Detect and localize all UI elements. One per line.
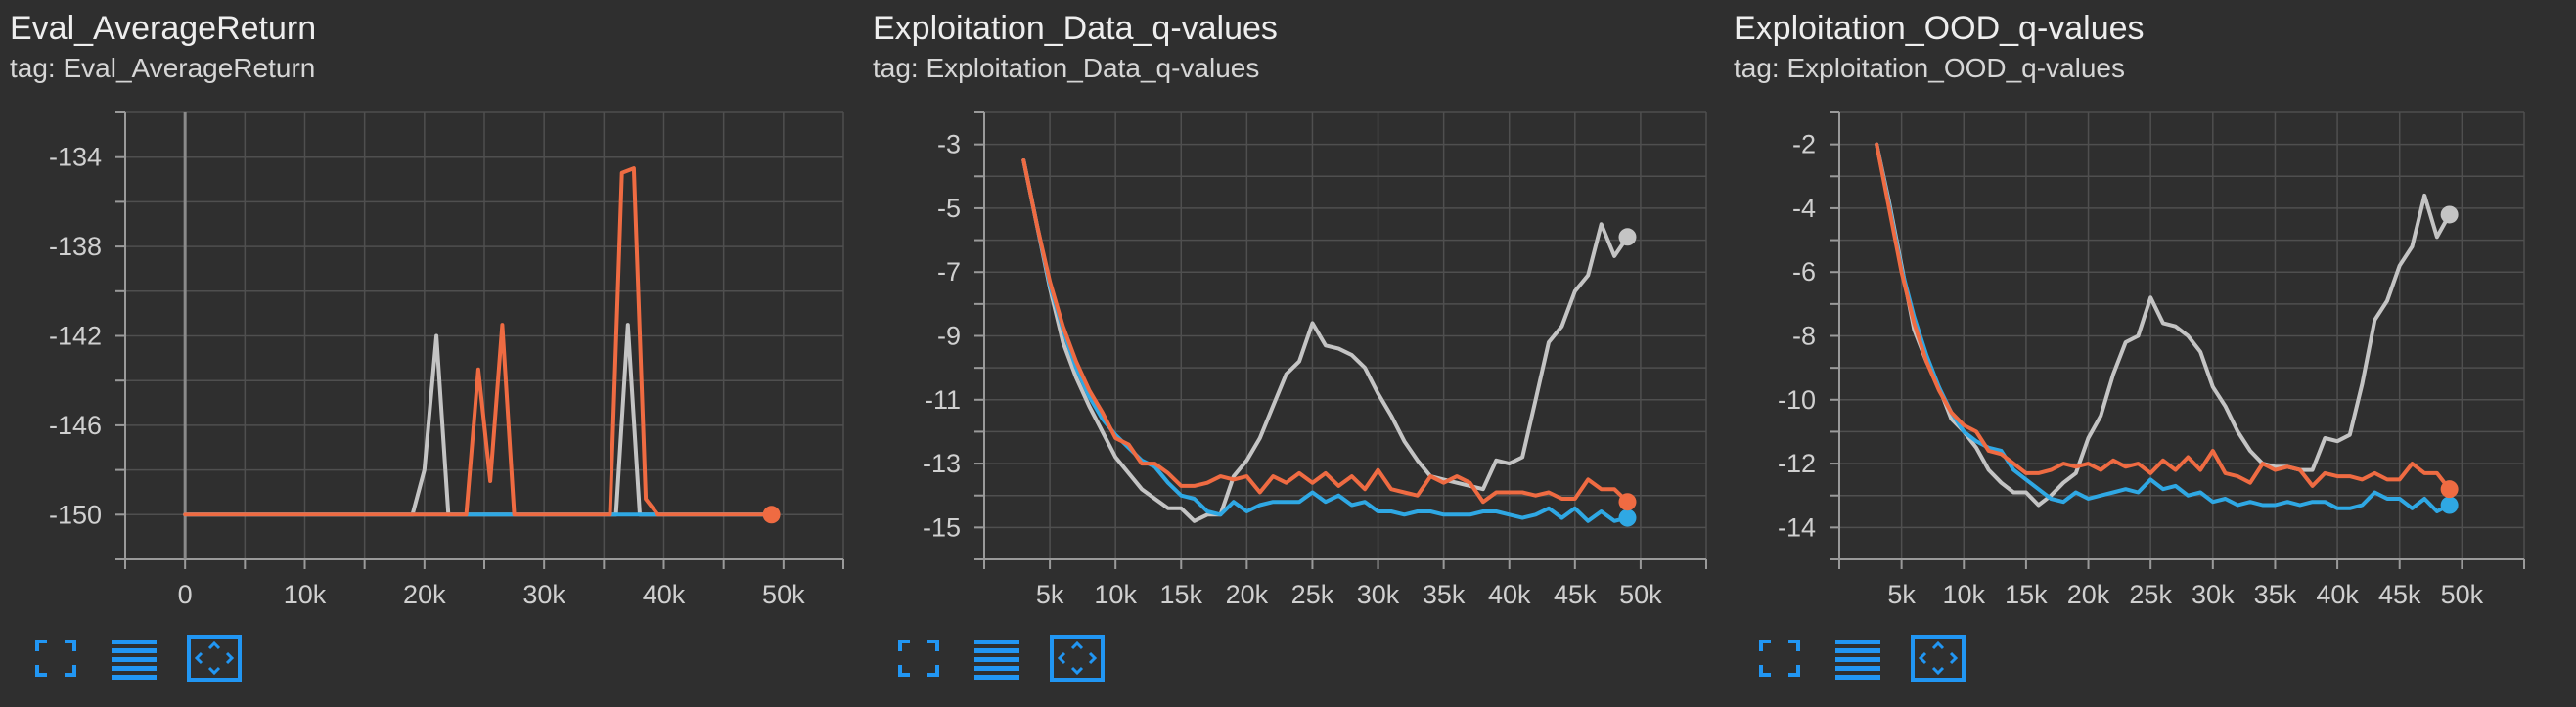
fit-domain-icon (187, 635, 242, 682)
fit-domain-icon (1911, 635, 1966, 682)
fullscreen-button[interactable] (892, 634, 945, 683)
y-tick-label: -13 (923, 449, 961, 478)
y-tick-label: -15 (923, 512, 961, 542)
series-line-1 (1875, 142, 2452, 513)
x-tick-label: 20k (2067, 580, 2110, 609)
x-tick-label: 10k (1942, 580, 1985, 609)
x-tick-label: 5k (1036, 580, 1064, 609)
x-tick-label: 20k (1226, 580, 1269, 609)
x-tick-label: 40k (1488, 580, 1531, 609)
y-tick-label: -5 (937, 194, 961, 223)
x-tick-label: 0 (178, 580, 193, 609)
series-end-marker-2[interactable] (1618, 493, 1637, 511)
series-line-0 (1021, 158, 1630, 523)
y-tick-label: -6 (1792, 257, 1816, 287)
series-end-marker-1[interactable] (2440, 496, 2459, 514)
y-tick-label: -134 (49, 143, 102, 172)
x-tick-label: 15k (1159, 580, 1202, 609)
x-tick-label: 25k (1291, 580, 1334, 609)
x-tick-label: 5k (1887, 580, 1916, 609)
x-tick-label: 50k (762, 580, 805, 609)
series-line-2 (1875, 142, 2452, 492)
line-chart-exploitation-data-q-values[interactable]: 5k 10k 15k 20k 25k 30k 35k 40k 45k 50k -15 -13 -11 -9… (863, 0, 1722, 626)
chart-title: Eval_AverageReturn (10, 10, 317, 47)
grid-lines (983, 111, 1707, 560)
y-tick-label: -12 (1778, 449, 1816, 478)
y-tick-label: -9 (937, 322, 961, 351)
x-tick-label: 45k (1554, 580, 1597, 609)
series-line-2 (183, 166, 774, 517)
x-tick-label: 10k (284, 580, 327, 609)
series-line-1 (1021, 158, 1630, 523)
fit-domain-button[interactable] (1049, 634, 1105, 683)
x-tick-label: 30k (522, 580, 565, 609)
chart-card-eval-average-return: Eval_AverageReturn tag: Eval_AverageRetu… (0, 0, 859, 707)
series-end-marker-0[interactable] (1618, 228, 1637, 246)
chart-tag-label: tag: Exploitation_Data_q-values (873, 53, 1260, 83)
line-chart-eval-average-return[interactable]: 0 10k 20k 30k 40k 50k -150 -146 -142 -138 -134 (0, 0, 859, 626)
fit-domain-button[interactable] (186, 634, 242, 683)
x-tick-label: 30k (2192, 580, 2235, 609)
x-tick-label: 45k (2378, 580, 2421, 609)
x-tick-label: 25k (2129, 580, 2172, 609)
x-tick-label: 50k (1619, 580, 1662, 609)
y-tick-label: -7 (937, 257, 961, 287)
series-line-0 (1875, 142, 2452, 508)
series-line-0 (183, 323, 774, 517)
fullscreen-icon (1759, 640, 1800, 677)
x-tick-label: 35k (2254, 580, 2297, 609)
y-tick-label: -3 (937, 130, 961, 159)
fit-domain-icon (1050, 635, 1105, 682)
x-tick-label: 10k (1094, 580, 1137, 609)
series-end-marker-0[interactable] (2440, 205, 2459, 224)
chart-title: Exploitation_Data_q-values (873, 10, 1278, 47)
fit-domain-button[interactable] (1910, 634, 1966, 683)
toggle-data-list-icon (1835, 640, 1880, 680)
chart-tag-label: tag: Exploitation_OOD_q-values (1734, 53, 2125, 83)
fullscreen-icon (898, 640, 939, 677)
x-tick-label: 15k (2005, 580, 2048, 609)
x-tick-label: 40k (2316, 580, 2359, 609)
y-tick-label: -8 (1792, 322, 1816, 351)
fullscreen-icon (35, 640, 76, 677)
y-tick-label: -14 (1778, 512, 1816, 542)
y-tick-label: -2 (1792, 130, 1816, 159)
series-line-2 (1021, 158, 1630, 505)
fullscreen-button[interactable] (1753, 634, 1806, 683)
x-tick-label: 20k (403, 580, 446, 609)
y-tick-label: -4 (1792, 194, 1816, 223)
chart-tag-label: tag: Eval_AverageReturn (10, 53, 316, 83)
toggle-data-list-button[interactable] (1831, 634, 1884, 683)
y-tick-label: -11 (925, 385, 961, 415)
line-chart-exploitation-ood-q-values[interactable]: 5k 10k 15k 20k 25k 30k 35k 40k 45k 50k -14 -12 -10 -8… (1724, 0, 2575, 626)
series-end-marker-1[interactable] (1618, 508, 1637, 527)
x-tick-label: 30k (1357, 580, 1400, 609)
grid-lines (124, 111, 844, 560)
x-tick-label: 35k (1423, 580, 1466, 609)
chart-card-exploitation-data-q-values: Exploitation_Data_q-values tag: Exploita… (863, 0, 1722, 707)
y-tick-label: -138 (49, 232, 102, 261)
chart-title: Exploitation_OOD_q-values (1734, 10, 2145, 47)
y-tick-label: -150 (49, 500, 102, 529)
toggle-data-list-icon (112, 640, 157, 680)
y-tick-label: -142 (49, 322, 102, 351)
series-end-marker-2[interactable] (762, 506, 781, 524)
fullscreen-button[interactable] (29, 634, 82, 683)
series-end-marker-2[interactable] (2440, 480, 2459, 499)
toggle-data-list-button[interactable] (971, 634, 1023, 683)
chart-card-exploitation-ood-q-values: Exploitation_OOD_q-values tag: Exploitat… (1724, 0, 2576, 707)
y-tick-label: -10 (1778, 385, 1816, 415)
y-tick-label: -146 (49, 411, 102, 440)
x-tick-label: 50k (2441, 580, 2484, 609)
x-tick-label: 40k (643, 580, 686, 609)
toggle-data-list-icon (974, 640, 1019, 680)
toggle-data-list-button[interactable] (108, 634, 160, 683)
